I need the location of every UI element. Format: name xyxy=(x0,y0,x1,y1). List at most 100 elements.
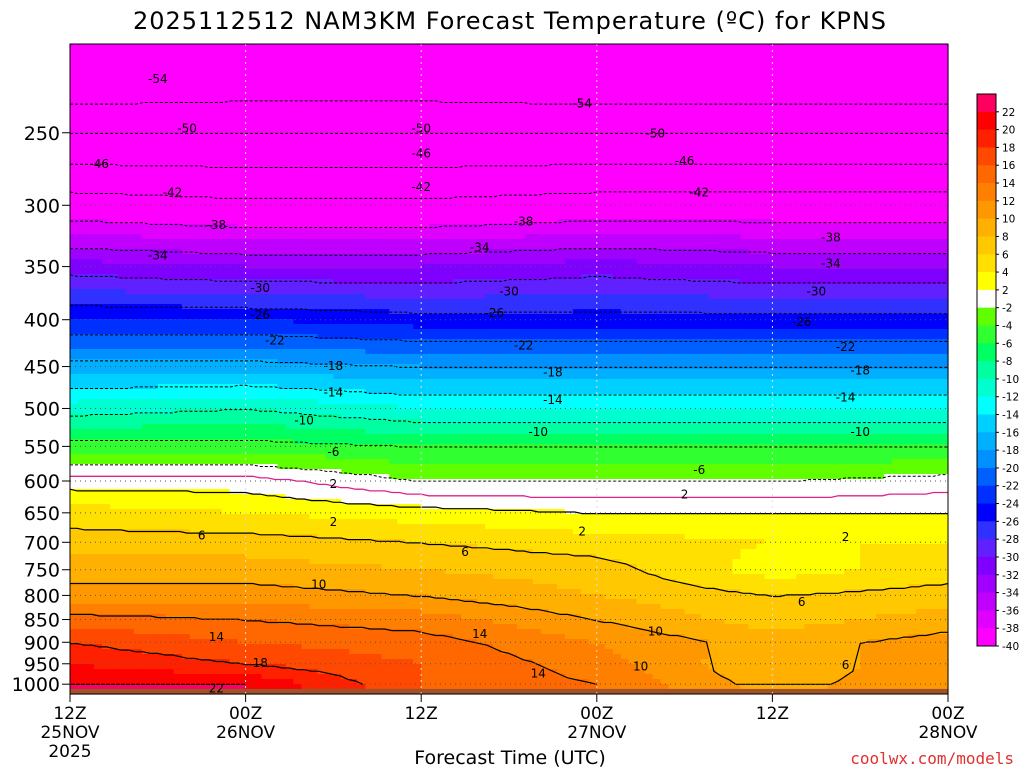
temperature-cell xyxy=(333,669,342,675)
temperature-cell xyxy=(229,499,239,505)
temperature-cell xyxy=(301,209,311,215)
temperature-cell xyxy=(317,274,327,280)
temperature-cell xyxy=(349,359,358,365)
temperature-cell xyxy=(70,544,79,550)
temperature-cell xyxy=(85,584,95,590)
temperature-cell xyxy=(317,549,327,555)
temperature-cell xyxy=(301,224,311,230)
temperature-cell xyxy=(101,229,111,235)
temperature-cell xyxy=(165,284,175,290)
temperature-cell xyxy=(325,114,334,120)
temperature-cell xyxy=(205,569,215,575)
temperature-cell xyxy=(309,539,319,545)
temperature-cell xyxy=(245,394,255,400)
temperature-cell xyxy=(277,479,287,485)
temperature-cell xyxy=(253,229,263,235)
temperature-cell xyxy=(285,154,295,160)
temperature-cell xyxy=(269,264,279,270)
temperature-cell xyxy=(277,364,287,370)
temperature-cell xyxy=(189,669,199,675)
temperature-cell xyxy=(165,454,175,460)
temperature-cell xyxy=(149,569,159,575)
temperature-cell xyxy=(309,664,319,670)
temperature-cell xyxy=(293,564,303,570)
temperature-cell xyxy=(70,579,79,585)
temperature-cell xyxy=(357,329,366,335)
temperature-cell xyxy=(293,219,303,225)
temperature-cell xyxy=(197,224,207,230)
temperature-cell xyxy=(109,69,119,75)
temperature-cell xyxy=(317,349,327,355)
temperature-cell xyxy=(373,259,382,265)
temperature-cell xyxy=(205,659,215,665)
temperature-cell xyxy=(317,454,327,460)
temperature-cell xyxy=(173,49,183,55)
temperature-cell xyxy=(70,149,79,155)
temperature-cell xyxy=(101,369,111,375)
temperature-cell xyxy=(333,354,342,360)
temperature-cell xyxy=(85,464,95,470)
temperature-cell xyxy=(309,164,319,170)
temperature-cell xyxy=(70,369,79,375)
temperature-cell xyxy=(357,469,366,475)
temperature-cell xyxy=(293,474,303,480)
temperature-cell xyxy=(125,454,135,460)
temperature-cell xyxy=(85,174,95,180)
temperature-cell xyxy=(165,559,175,565)
temperature-cell xyxy=(277,664,287,670)
temperature-cell xyxy=(125,314,135,320)
temperature-cell xyxy=(101,434,111,440)
temperature-cell xyxy=(85,529,95,535)
temperature-cell xyxy=(117,534,127,540)
temperature-cell xyxy=(317,214,327,220)
temperature-cell xyxy=(197,619,207,625)
temperature-cell xyxy=(269,204,279,210)
temperature-cell xyxy=(341,239,350,245)
temperature-cell xyxy=(173,554,183,560)
temperature-cell xyxy=(181,549,191,555)
temperature-cell xyxy=(269,654,279,660)
temperature-cell xyxy=(205,359,215,365)
temperature-cell xyxy=(70,189,79,195)
temperature-cell xyxy=(165,499,175,505)
temperature-cell xyxy=(325,389,334,395)
temperature-cell xyxy=(269,524,279,530)
temperature-cell xyxy=(125,394,135,400)
temperature-cell xyxy=(205,609,215,615)
temperature-cell xyxy=(373,129,382,135)
temperature-cell xyxy=(341,229,350,235)
temperature-cell xyxy=(173,224,183,230)
temperature-cell xyxy=(301,449,311,455)
temperature-cell xyxy=(285,649,295,655)
temperature-cell xyxy=(317,534,327,540)
temperature-cell xyxy=(117,564,127,570)
temperature-cell xyxy=(101,259,111,265)
temperature-cell xyxy=(77,59,87,65)
temperature-cell xyxy=(293,49,303,55)
temperature-cell xyxy=(213,379,223,385)
temperature-cell xyxy=(301,544,311,550)
temperature-cell xyxy=(77,504,87,510)
temperature-cell xyxy=(157,224,167,230)
temperature-cell xyxy=(245,449,255,455)
temperature-cell xyxy=(221,669,231,675)
temperature-cell xyxy=(357,259,366,265)
temperature-cell xyxy=(277,264,287,270)
temperature-cell xyxy=(309,364,319,370)
temperature-cell xyxy=(197,114,207,120)
temperature-cell xyxy=(133,349,143,355)
temperature-cell xyxy=(301,84,311,90)
temperature-cell xyxy=(365,64,374,70)
temperature-cell xyxy=(357,79,366,85)
temperature-cell xyxy=(349,574,358,580)
temperature-cell xyxy=(261,149,271,155)
temperature-cell xyxy=(165,604,175,610)
temperature-cell xyxy=(109,204,119,210)
temperature-cell xyxy=(229,434,239,440)
temperature-cell xyxy=(85,309,95,315)
temperature-cell xyxy=(269,99,279,105)
temperature-cell xyxy=(341,669,350,675)
temperature-cell xyxy=(365,449,374,455)
temperature-cell xyxy=(109,684,119,690)
temperature-cell xyxy=(157,399,167,405)
